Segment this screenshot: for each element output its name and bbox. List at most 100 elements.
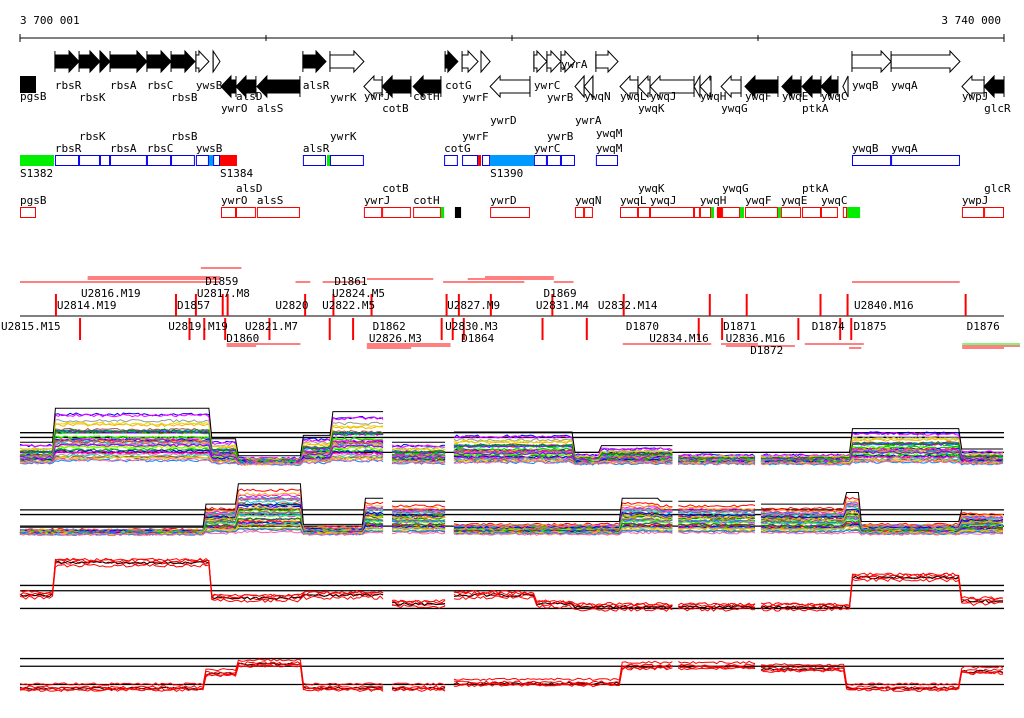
gene-box (413, 207, 441, 218)
operon-label: ywrC (534, 142, 561, 155)
expression-profile-line (19, 514, 1004, 535)
transcript-tick (541, 318, 544, 340)
operon-mark (20, 155, 54, 166)
transcript-label: U2814.M19 (57, 299, 117, 312)
transcript-tick (850, 318, 853, 340)
gene-label: ywrC (534, 79, 561, 92)
transcript-label: D1876 (967, 320, 1000, 333)
forward-gene-arrow-icon (99, 49, 111, 74)
transcript-label: D1864 (461, 332, 494, 345)
operon-box (595, 155, 619, 166)
forward-gene-arrow-icon (329, 49, 365, 74)
operon-box (546, 155, 561, 166)
transcript-label: D1875 (854, 320, 887, 333)
reverse-gene-arrow-icon (381, 74, 412, 99)
reverse-gene-arrow-icon (363, 74, 383, 99)
operon-mark (208, 155, 214, 166)
gene-label: ywqN (584, 90, 611, 103)
reverse-gene-arrow-icon (961, 74, 985, 99)
gene-box (574, 207, 585, 218)
expression-profile-line (19, 658, 1004, 686)
forward-gene-arrow-icon (54, 49, 80, 74)
transcript-tick (445, 294, 448, 316)
gene-box (584, 207, 593, 218)
expression-profile-line (19, 530, 1004, 537)
transcript-label: D1874 (812, 320, 845, 333)
gene-label: ywqM (596, 127, 623, 140)
gene-box (220, 207, 236, 218)
transcript-tick (462, 318, 465, 340)
transcript-label: U2836.M16 (726, 332, 786, 345)
gene-box-label: pgsB (20, 194, 47, 207)
profile-panel-2 (19, 483, 1004, 537)
operon-label: ywrB (547, 130, 574, 143)
gene-label: ywrO (221, 102, 248, 115)
operon-label: rbsK (79, 130, 106, 143)
operon-label: ywsB (196, 142, 223, 155)
expression-profile-line (19, 421, 1003, 462)
gene-label: cotB (382, 102, 409, 115)
expression-profile-line (20, 483, 1003, 528)
gene-box (256, 207, 300, 218)
expression-profile-line (19, 661, 1004, 690)
expression-profile-line (19, 428, 1004, 463)
transcript-label: U2817.M8 (197, 287, 250, 300)
transcript-tick (268, 318, 271, 340)
operon-mark (490, 155, 534, 166)
gene-label: ywqL (620, 90, 647, 103)
transcript-tick (964, 294, 967, 316)
gene-label: ywrJ (364, 90, 391, 103)
gene-box (802, 207, 821, 218)
forward-gene-arrow-icon (170, 49, 196, 74)
forward-gene-arrow-icon (851, 49, 892, 74)
expression-profile-line (19, 662, 1004, 691)
gene-label: ptkA (802, 102, 829, 115)
operon-box (195, 155, 209, 166)
gene-mark (777, 207, 781, 218)
expression-profile-line (19, 497, 1004, 533)
transcript-tick (332, 294, 335, 316)
operon-mark (478, 155, 482, 166)
transcript-tick (174, 294, 177, 316)
forward-gene-arrow-icon (480, 49, 491, 74)
operon-label: ywrK (330, 130, 357, 143)
gene-mark (716, 207, 723, 218)
gene-box-label: cotH (413, 194, 440, 207)
forward-gene-arrow-icon (109, 49, 148, 74)
transcript-tick (745, 294, 748, 316)
gene-box-label: ywrD (490, 194, 516, 207)
gene-label: ywqG (721, 102, 748, 115)
gene-label: ywqB (852, 79, 879, 92)
transcript-label: D1859 (205, 275, 238, 288)
gene-box (490, 207, 530, 218)
operon-box (329, 155, 364, 166)
transcript-label: D1857 (177, 299, 210, 312)
operon-box (481, 155, 491, 166)
reverse-gene-arrow-icon (820, 74, 839, 99)
reverse-gene-arrow-icon (220, 74, 237, 99)
transcript-label: U2822.M5 (322, 299, 375, 312)
gene-label: ywrA (575, 114, 602, 127)
gene-box-icon (20, 76, 36, 93)
gene-box-track (20, 207, 1004, 218)
transcript-tick (846, 294, 849, 316)
gene-box-label: ywrJ (364, 194, 391, 207)
operon-box (79, 155, 100, 166)
ruler-start-label: 3 700 001 (20, 14, 80, 27)
transcript-tick (224, 318, 227, 340)
reverse-gene-arrow-icon (649, 74, 695, 99)
gene-label: ywqF (745, 90, 772, 103)
gene-box (382, 207, 411, 218)
profile-panel-4 (19, 657, 1004, 693)
gene-label: ywqC (821, 90, 848, 103)
transcript-tick (451, 318, 454, 340)
transcript-tick (221, 294, 224, 316)
gene-label: rbsB (171, 91, 198, 104)
forward-gene-arrow-icon (461, 49, 479, 74)
operon-label: rbsC (147, 142, 174, 155)
operon-box (533, 155, 547, 166)
operon-label: alsR (303, 142, 330, 155)
operon-box (444, 155, 458, 166)
expression-profile-line (19, 558, 1004, 608)
